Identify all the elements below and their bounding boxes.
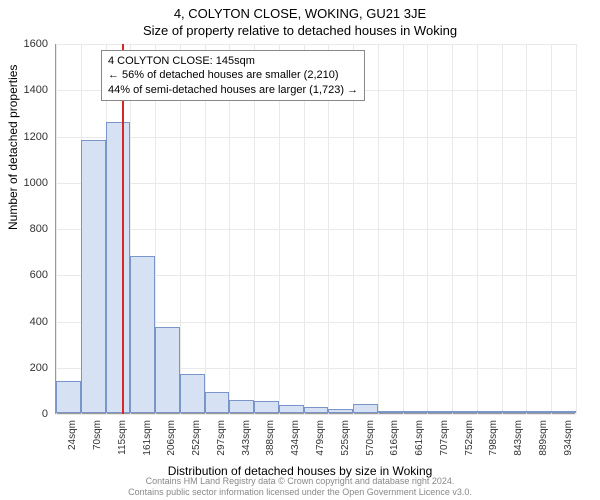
y-tick-label: 1200 xyxy=(8,131,48,143)
histogram-bar xyxy=(551,411,576,413)
histogram-bar xyxy=(353,404,378,413)
histogram-bar xyxy=(452,411,477,413)
histogram-bar xyxy=(81,140,106,413)
annotation-callout: 4 COLYTON CLOSE: 145sqm ← 56% of detache… xyxy=(101,50,365,101)
histogram-bar xyxy=(378,411,403,413)
annotation-line3: 44% of semi-detached houses are larger (… xyxy=(108,83,358,97)
y-tick-label: 1600 xyxy=(8,38,48,50)
y-tick-label: 0 xyxy=(8,408,48,420)
footer-line2: Contains public sector information licen… xyxy=(0,487,600,498)
gridline-h xyxy=(56,44,576,45)
chart-address-title: 4, COLYTON CLOSE, WOKING, GU21 3JE xyxy=(0,0,600,21)
histogram-bar xyxy=(130,256,155,413)
footer-attribution: Contains HM Land Registry data © Crown c… xyxy=(0,476,600,498)
gridline-v xyxy=(576,44,577,414)
histogram-bar xyxy=(229,400,254,413)
histogram-bar xyxy=(106,122,131,413)
histogram-bar xyxy=(155,327,180,413)
y-tick-label: 400 xyxy=(8,316,48,328)
histogram-bar xyxy=(56,381,81,413)
y-tick-label: 1400 xyxy=(8,84,48,96)
histogram-bar xyxy=(328,409,353,413)
histogram-bar xyxy=(180,374,205,413)
histogram-bar xyxy=(254,401,279,413)
chart-container: 4, COLYTON CLOSE, WOKING, GU21 3JE Size … xyxy=(0,0,600,500)
annotation-line1: 4 COLYTON CLOSE: 145sqm xyxy=(108,54,358,68)
chart-plot-area: 4 COLYTON CLOSE: 145sqm ← 56% of detache… xyxy=(55,44,575,414)
gridline-h xyxy=(56,137,576,138)
gridline-h xyxy=(56,414,576,415)
y-tick-label: 800 xyxy=(8,223,48,235)
y-tick-label: 600 xyxy=(8,269,48,281)
y-tick-label: 200 xyxy=(8,362,48,374)
histogram-bar xyxy=(279,405,304,413)
gridline-h xyxy=(56,229,576,230)
histogram-bar xyxy=(205,392,230,413)
gridline-h xyxy=(56,183,576,184)
annotation-line2: ← 56% of detached houses are smaller (2,… xyxy=(108,68,358,82)
histogram-bar xyxy=(502,411,527,413)
y-tick-label: 1000 xyxy=(8,177,48,189)
histogram-bar xyxy=(304,407,329,413)
histogram-bar xyxy=(526,411,551,413)
histogram-bar xyxy=(477,411,502,413)
footer-line1: Contains HM Land Registry data © Crown c… xyxy=(0,476,600,487)
histogram-bar xyxy=(403,411,428,413)
chart-subtitle: Size of property relative to detached ho… xyxy=(0,21,600,38)
histogram-bar xyxy=(427,411,452,413)
